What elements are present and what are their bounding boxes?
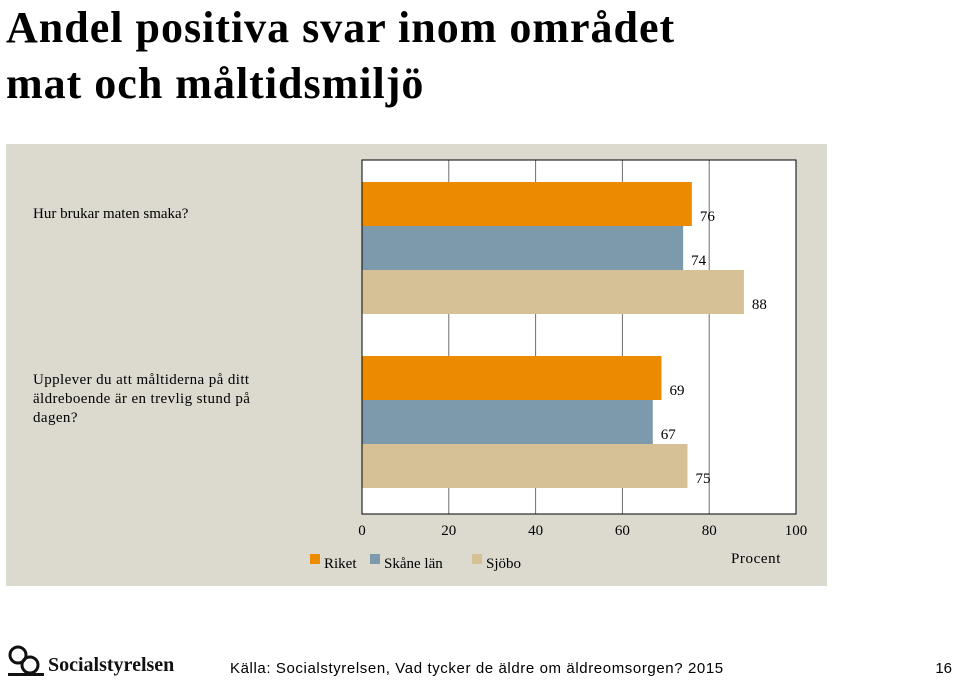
bar-chart: 76 74 88 69 67 75 Hur brukar maten smaka? Upple…	[33, 159, 808, 572]
page-title: Andel positiva svar inom området mat och…	[6, 0, 675, 112]
legend-swatch	[370, 554, 380, 564]
x-tick-label: 60	[615, 523, 630, 539]
x-tick-label: 40	[528, 523, 543, 539]
x-tick-label: 100	[785, 523, 808, 539]
data-label: 76	[700, 209, 716, 225]
title-line-2: mat och måltidsmiljö	[6, 59, 425, 108]
bar	[362, 182, 692, 226]
category-label: Hur brukar maten smaka?	[33, 206, 189, 222]
legend-label: Skåne län	[384, 556, 443, 572]
bar	[362, 444, 688, 488]
bar	[362, 356, 662, 400]
page-number: 16	[935, 660, 952, 677]
legend-label: Riket	[324, 556, 357, 572]
legend-swatch	[310, 554, 320, 564]
legend-swatch	[472, 554, 482, 564]
data-label: 88	[752, 297, 767, 313]
bar	[362, 270, 744, 314]
data-label: 69	[669, 383, 684, 399]
chart-panel: 76 74 88 69 67 75 Hur brukar maten smaka? Upple…	[6, 144, 827, 586]
socialstyrelsen-logo: Socialstyrelsen	[8, 645, 174, 676]
x-tick-label: 0	[358, 523, 366, 539]
category-label: Upplever du att måltiderna på ditt äldreb…	[33, 372, 250, 426]
title-line-1: Andel positiva svar inom området	[6, 3, 676, 52]
svg-text:Socialstyrelsen: Socialstyrelsen	[48, 654, 174, 676]
legend-label: Sjöbo	[486, 556, 521, 572]
bar	[362, 400, 653, 444]
x-tick-label: 20	[441, 523, 456, 539]
plot-border	[361, 159, 797, 515]
x-axis-label: Procent	[731, 551, 781, 567]
data-label: 74	[691, 253, 707, 269]
data-label: 75	[696, 471, 711, 487]
bar	[362, 226, 684, 270]
data-label: 67	[661, 427, 677, 443]
x-tick-label: 80	[702, 523, 717, 539]
source-note: Källa: Socialstyrelsen, Vad tycker de äl…	[230, 660, 724, 677]
